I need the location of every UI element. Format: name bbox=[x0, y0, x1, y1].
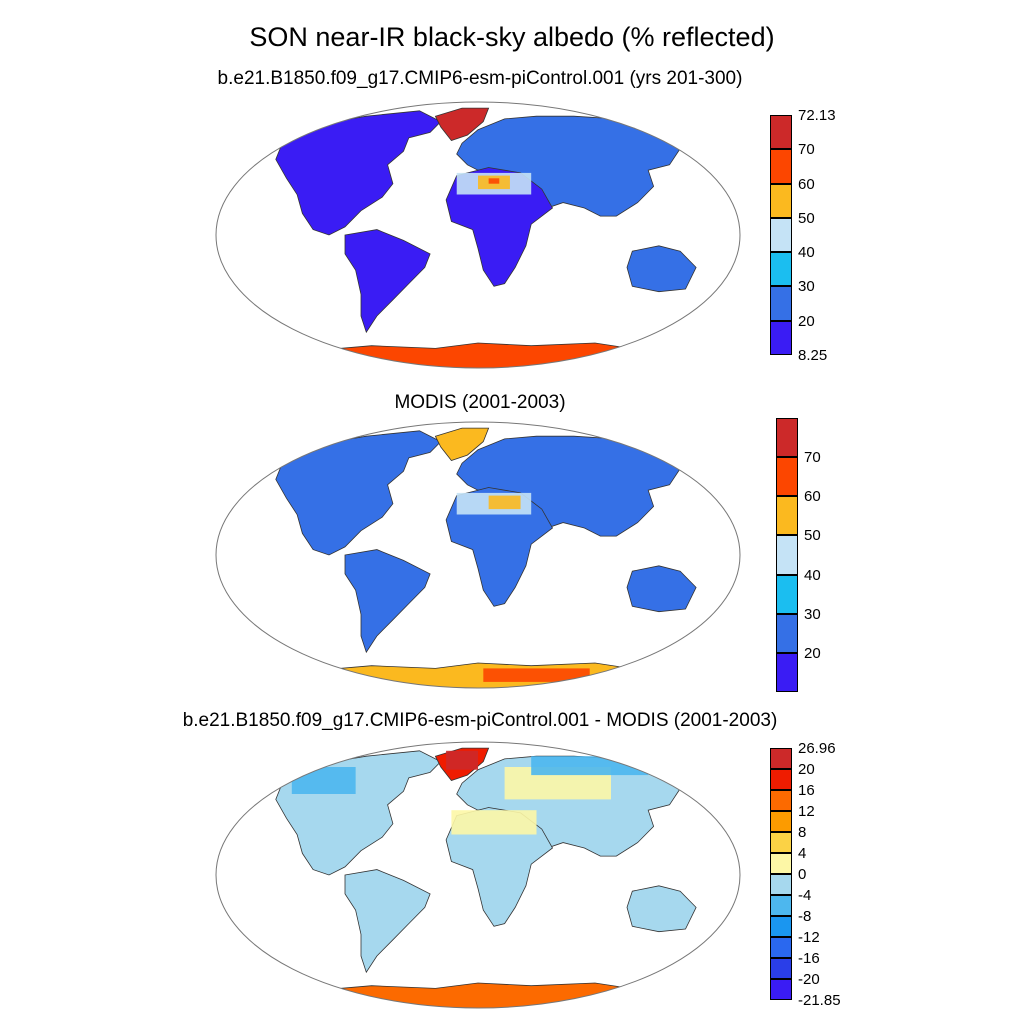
panel-3-colorbar: -21.85 -20 -16 -12 -8 -4 0 4 8 12 16 20 26.96 bbox=[770, 741, 841, 1008]
colorbar-segment bbox=[770, 895, 792, 916]
colorbar-label: 8 bbox=[798, 824, 807, 841]
colorbar-label: 30 bbox=[804, 605, 821, 623]
colorbar-segment bbox=[776, 418, 798, 458]
colorbar-label: 20 bbox=[798, 312, 815, 330]
land-greenland bbox=[434, 107, 490, 141]
land-greenland bbox=[434, 427, 490, 461]
value-patch bbox=[488, 178, 500, 184]
colorbar-segment bbox=[770, 217, 792, 253]
colorbar-segment bbox=[776, 496, 798, 536]
colorbar-segment bbox=[770, 853, 792, 874]
figure-title: SON near-IR black-sky albedo (% reflecte… bbox=[249, 22, 775, 52]
colorbar-segment bbox=[770, 115, 792, 150]
colorbar-label: 16 bbox=[798, 782, 815, 799]
colorbar-label: 50 bbox=[804, 527, 821, 545]
colorbar-label: -21.85 bbox=[798, 992, 841, 1009]
colorbar-label: 8.25 bbox=[798, 347, 828, 364]
land-north-america bbox=[275, 750, 442, 876]
colorbar-label: 40 bbox=[798, 244, 815, 262]
land-antarctica bbox=[306, 342, 650, 368]
colorbar-label: 26.96 bbox=[798, 740, 836, 757]
colorbar-segment bbox=[770, 958, 792, 979]
value-patch bbox=[488, 495, 521, 510]
panel-3-title: b.e21.B1850.f09_g17.CMIP6-esm-piControl.… bbox=[182, 710, 778, 731]
colorbar-label: 12 bbox=[798, 803, 815, 820]
colorbar-segment bbox=[770, 916, 792, 937]
panel-2-map bbox=[215, 421, 741, 689]
colorbar-segment bbox=[770, 320, 792, 355]
colorbar-label: 50 bbox=[798, 209, 815, 227]
colorbar-segment bbox=[770, 874, 792, 895]
colorbar-label: 72.13 bbox=[798, 107, 836, 124]
colorbar-segment bbox=[770, 183, 792, 218]
colorbar-segment bbox=[770, 252, 792, 287]
land-north-america bbox=[275, 110, 442, 236]
value-patch bbox=[483, 668, 590, 682]
map-frame bbox=[215, 421, 741, 689]
colorbar-label: 60 bbox=[804, 488, 821, 506]
colorbar-label: -20 bbox=[798, 971, 820, 988]
panel-2-title: MODIS (2001-2003) bbox=[394, 392, 566, 413]
panel-1-map bbox=[215, 101, 741, 369]
land-south-america bbox=[344, 549, 431, 654]
colorbar-label: 0 bbox=[798, 866, 807, 883]
colorbar-label: 40 bbox=[804, 566, 821, 584]
panel-1-title: b.e21.B1850.f09_g17.CMIP6-esm-piControl.… bbox=[217, 68, 743, 89]
map-frame bbox=[215, 101, 741, 369]
land-australia bbox=[626, 885, 697, 933]
colorbar-segment bbox=[770, 832, 792, 853]
colorbar-label: 70 bbox=[804, 449, 821, 467]
colorbar-segment bbox=[770, 748, 792, 769]
colorbar-segment bbox=[776, 613, 798, 653]
colorbar-segment bbox=[770, 790, 792, 811]
land-south-america bbox=[344, 869, 431, 974]
land-north-america bbox=[275, 430, 442, 556]
colorbar-segment bbox=[770, 769, 792, 790]
land-antarctica bbox=[306, 662, 650, 688]
value-patch bbox=[446, 750, 478, 770]
colorbar-label: 60 bbox=[798, 175, 815, 193]
colorbar-label: 30 bbox=[798, 278, 815, 296]
land-south-america bbox=[344, 229, 431, 334]
colorbar-label: 4 bbox=[798, 845, 807, 862]
land-australia bbox=[626, 565, 697, 613]
land-antarctica bbox=[306, 982, 650, 1008]
colorbar-segment bbox=[770, 937, 792, 958]
colorbar-segment bbox=[770, 979, 792, 1000]
colorbar-segment bbox=[770, 286, 792, 321]
colorbar-label: 70 bbox=[798, 141, 815, 159]
panel-1-colorbar: 8.25 20 30 40 50 60 70 72.13 bbox=[770, 108, 836, 363]
value-patch bbox=[291, 767, 356, 794]
colorbar-segment bbox=[770, 149, 792, 184]
colorbar-segment bbox=[776, 574, 798, 614]
panel-2-colorbar: 20 30 40 50 60 70 bbox=[776, 418, 821, 692]
colorbar-label: 20 bbox=[798, 761, 815, 778]
colorbar-label: -12 bbox=[798, 929, 820, 946]
land-australia bbox=[626, 245, 697, 293]
colorbar-segment bbox=[776, 535, 798, 575]
colorbar-label: -8 bbox=[798, 908, 812, 925]
colorbar-segment bbox=[776, 457, 798, 497]
value-patch bbox=[531, 756, 649, 776]
colorbar-segment bbox=[770, 811, 792, 832]
value-patch bbox=[451, 810, 537, 835]
colorbar-label: -16 bbox=[798, 950, 820, 967]
colorbar-segment bbox=[776, 652, 798, 692]
map-frame bbox=[215, 741, 741, 1009]
panel-3-map bbox=[215, 741, 741, 1009]
colorbar-label: -4 bbox=[798, 887, 812, 904]
colorbar-label: 20 bbox=[804, 644, 821, 662]
